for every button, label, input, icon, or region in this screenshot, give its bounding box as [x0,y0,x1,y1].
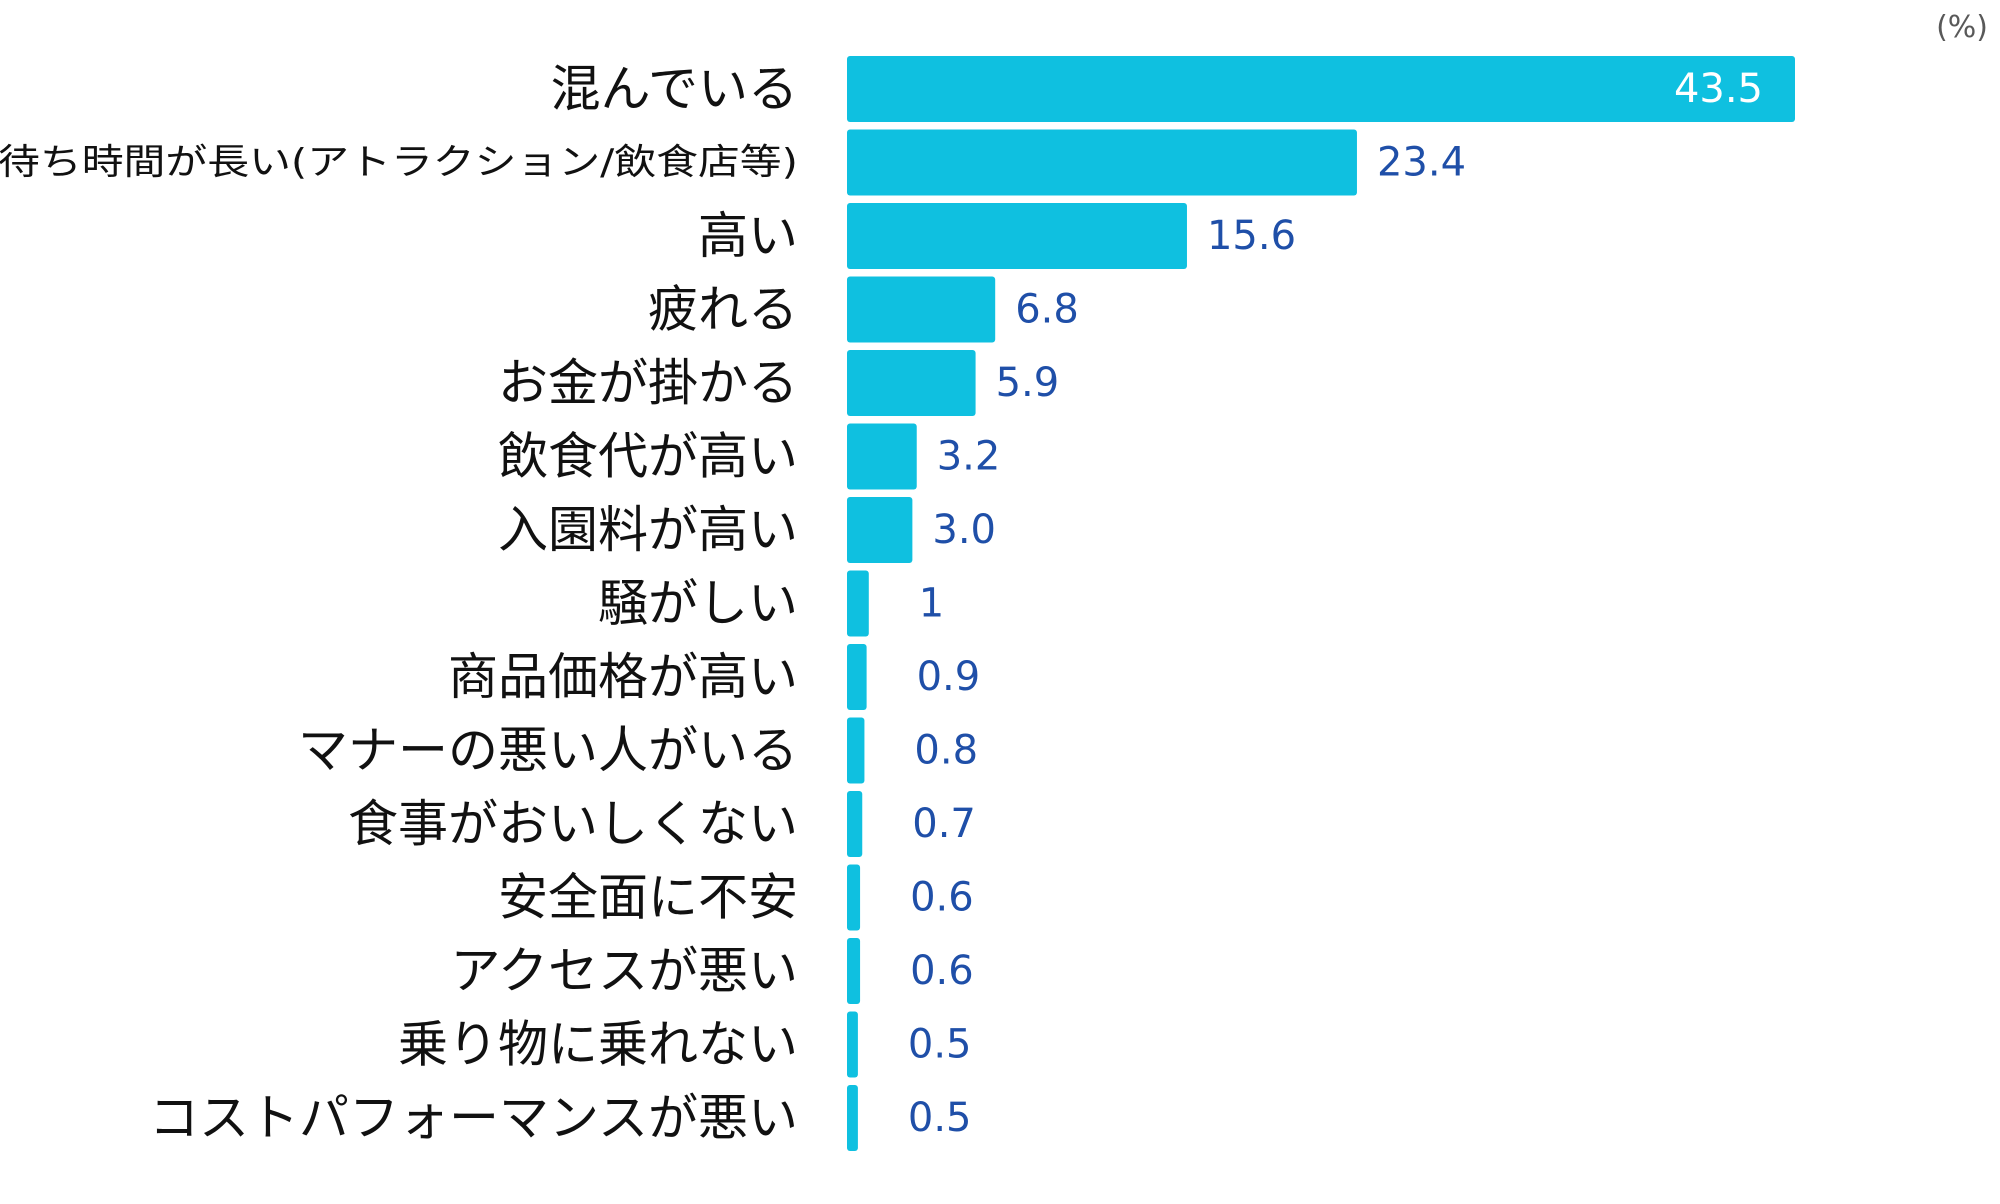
category-label: 高い [698,207,798,265]
value-label: 0.7 [912,801,976,847]
category-label: 待ち時間が長い(アトラクション/飲食店等) [0,142,798,183]
bar [847,791,863,857]
bar [847,423,917,490]
value-label: 3.0 [932,507,996,553]
value-label: 3.2 [937,434,1001,480]
value-label: 1 [919,581,944,627]
bar [847,129,1357,196]
value-label: 0.6 [910,948,974,994]
value-label: 43.5 [1674,66,1763,112]
category-label: 安全面に不安 [498,869,798,927]
category-label: お金が掛かる [498,354,798,412]
category-label: 商品価格が高い [448,648,798,706]
category-label: コストパフォーマンスが悪い [149,1089,798,1147]
value-label: 0.6 [910,875,974,921]
value-label: 0.9 [917,654,981,700]
category-label: 食事がおいしくない [348,795,798,853]
bar [847,644,867,710]
bar [847,56,1795,122]
bar [847,717,865,784]
bar [847,570,869,637]
category-label: 乗り物に乗れない [398,1016,798,1074]
bar [847,1085,858,1151]
value-label: 6.8 [1015,287,1079,333]
bar [847,938,861,1004]
value-label: 23.4 [1377,140,1466,186]
bar [847,497,913,563]
category-label: 飲食代が高い [498,428,798,486]
value-label: 15.6 [1207,213,1296,259]
bar [847,276,996,343]
value-label: 0.8 [914,728,978,774]
bar [847,864,861,931]
bar [847,203,1187,269]
value-label: 5.9 [996,360,1060,406]
category-label: 疲れる [648,281,798,339]
category-label: アクセスが悪い [451,942,799,1000]
category-label: マナーの悪い人がいる [298,722,798,780]
bar [847,350,976,416]
category-label: 混んでいる [551,60,799,118]
bar [847,1011,858,1078]
value-label: 0.5 [908,1022,972,1068]
unit-label: (%) [1936,10,1988,45]
category-label: 騒がしい [598,575,798,633]
category-label: 入園料が高い [498,501,798,559]
value-label: 0.5 [908,1095,972,1141]
